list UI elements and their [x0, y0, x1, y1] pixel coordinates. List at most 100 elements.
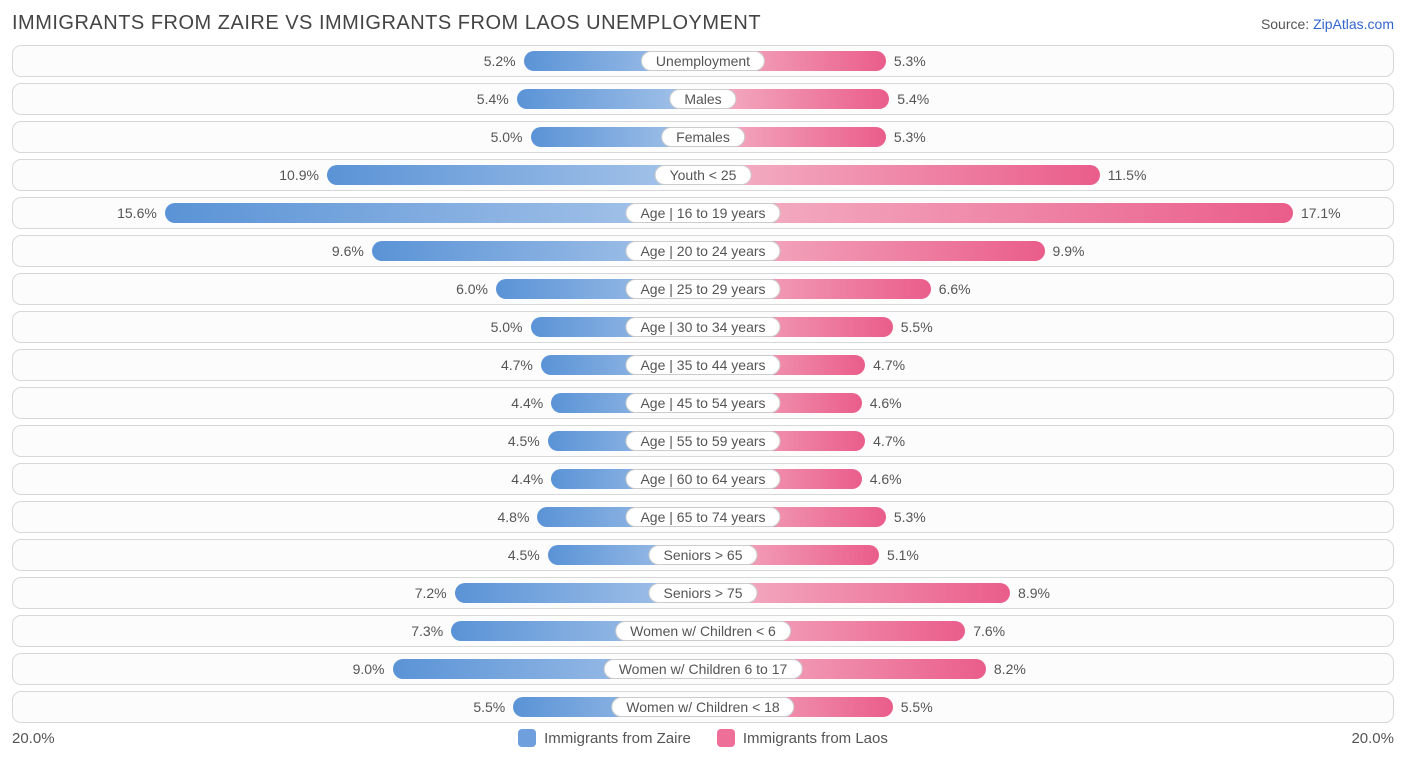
- right-half: 7.6%: [703, 616, 1393, 646]
- right-value: 5.4%: [889, 91, 937, 107]
- right-half: 5.3%: [703, 122, 1393, 152]
- left-bar: [165, 203, 703, 223]
- category-label: Males: [669, 89, 736, 109]
- right-half: 4.6%: [703, 464, 1393, 494]
- chart-title: IMMIGRANTS FROM ZAIRE VS IMMIGRANTS FROM…: [12, 12, 761, 35]
- right-value: 17.1%: [1293, 205, 1349, 221]
- chart-row: 5.0% 5.5% Age | 30 to 34 years: [12, 311, 1394, 343]
- right-half: 8.9%: [703, 578, 1393, 608]
- left-value: 5.2%: [476, 53, 524, 69]
- left-value: 10.9%: [271, 167, 327, 183]
- right-value: 9.9%: [1045, 243, 1093, 259]
- right-half: 5.3%: [703, 502, 1393, 532]
- category-label: Age | 30 to 34 years: [625, 317, 780, 337]
- right-half: 5.3%: [703, 46, 1393, 76]
- left-half: 10.9%: [13, 160, 703, 190]
- right-value: 8.9%: [1010, 585, 1058, 601]
- category-label: Youth < 25: [655, 165, 752, 185]
- left-half: 4.5%: [13, 426, 703, 456]
- source-link[interactable]: ZipAtlas.com: [1313, 16, 1394, 32]
- right-half: 5.5%: [703, 312, 1393, 342]
- legend-swatch-left: [518, 729, 536, 747]
- right-half: 9.9%: [703, 236, 1393, 266]
- right-value: 5.3%: [886, 53, 934, 69]
- right-value: 5.5%: [893, 319, 941, 335]
- left-value: 5.5%: [465, 699, 513, 715]
- right-half: 11.5%: [703, 160, 1393, 190]
- legend: Immigrants from Zaire Immigrants from La…: [518, 729, 888, 747]
- chart-row: 5.5% 5.5% Women w/ Children < 18: [12, 691, 1394, 723]
- chart-row: 4.4%4.6%Age | 45 to 54 years: [12, 387, 1394, 419]
- chart-row: 4.8%5.3%Age | 65 to 74 years: [12, 501, 1394, 533]
- left-half: 7.2%: [13, 578, 703, 608]
- left-bar: [327, 165, 703, 185]
- chart-row: 5.4% 5.4% Males: [12, 83, 1394, 115]
- left-value: 7.2%: [407, 585, 455, 601]
- left-value: 9.0%: [345, 661, 393, 677]
- category-label: Seniors > 75: [649, 583, 758, 603]
- chart-row: 4.5% 5.1% Seniors > 65: [12, 539, 1394, 571]
- category-label: Unemployment: [641, 51, 765, 71]
- left-half: 4.4%: [13, 464, 703, 494]
- right-value: 4.6%: [862, 471, 910, 487]
- category-label: Age | 16 to 19 years: [625, 203, 780, 223]
- category-label: Age | 20 to 24 years: [625, 241, 780, 261]
- source-prefix: Source:: [1261, 16, 1313, 32]
- left-half: 4.5%: [13, 540, 703, 570]
- left-value: 4.7%: [493, 357, 541, 373]
- chart-row: 15.6%17.1%Age | 16 to 19 years: [12, 197, 1394, 229]
- category-label: Age | 45 to 54 years: [625, 393, 780, 413]
- chart-row: 7.3% 7.6% Women w/ Children < 6: [12, 615, 1394, 647]
- left-half: 6.0%: [13, 274, 703, 304]
- chart-row: 5.2% 5.3% Unemployment: [12, 45, 1394, 77]
- legend-swatch-right: [717, 729, 735, 747]
- legend-label-right: Immigrants from Laos: [743, 730, 888, 747]
- left-value: 6.0%: [448, 281, 496, 297]
- left-value: 4.5%: [500, 547, 548, 563]
- right-half: 17.1%: [703, 198, 1393, 228]
- right-half: 4.6%: [703, 388, 1393, 418]
- source-attribution: Source: ZipAtlas.com: [1261, 16, 1394, 32]
- chart-row: 7.2% 8.9% Seniors > 75: [12, 577, 1394, 609]
- right-value: 4.7%: [865, 433, 913, 449]
- right-value: 6.6%: [931, 281, 979, 297]
- category-label: Women w/ Children < 18: [611, 697, 794, 717]
- left-half: 4.7%: [13, 350, 703, 380]
- left-value: 5.0%: [483, 319, 531, 335]
- right-half: 8.2%: [703, 654, 1393, 684]
- left-half: 5.0%: [13, 122, 703, 152]
- left-half: 5.2%: [13, 46, 703, 76]
- left-half: 7.3%: [13, 616, 703, 646]
- legend-item-left: Immigrants from Zaire: [518, 729, 691, 747]
- category-label: Seniors > 65: [649, 545, 758, 565]
- right-half: 5.4%: [703, 84, 1393, 114]
- axis-max-left: 20.0%: [12, 730, 55, 747]
- right-half: 4.7%: [703, 426, 1393, 456]
- chart-row: 9.6% 9.9% Age | 20 to 24 years: [12, 235, 1394, 267]
- right-bar: [703, 165, 1100, 185]
- right-value: 4.6%: [862, 395, 910, 411]
- left-half: 4.8%: [13, 502, 703, 532]
- right-value: 7.6%: [965, 623, 1013, 639]
- legend-label-left: Immigrants from Zaire: [544, 730, 691, 747]
- chart-row: 4.7%4.7%Age | 35 to 44 years: [12, 349, 1394, 381]
- chart-row: 6.0% 6.6% Age | 25 to 29 years: [12, 273, 1394, 305]
- right-value: 5.5%: [893, 699, 941, 715]
- legend-item-right: Immigrants from Laos: [717, 729, 888, 747]
- left-half: 9.6%: [13, 236, 703, 266]
- right-half: 5.5%: [703, 692, 1393, 722]
- left-value: 5.4%: [469, 91, 517, 107]
- category-label: Women w/ Children < 6: [615, 621, 791, 641]
- category-label: Females: [661, 127, 745, 147]
- left-value: 4.5%: [500, 433, 548, 449]
- left-half: 5.0%: [13, 312, 703, 342]
- right-value: 5.3%: [886, 509, 934, 525]
- right-value: 5.3%: [886, 129, 934, 145]
- category-label: Age | 25 to 29 years: [625, 279, 780, 299]
- right-value: 5.1%: [879, 547, 927, 563]
- right-half: 5.1%: [703, 540, 1393, 570]
- chart-row: 9.0%8.2%Women w/ Children 6 to 17: [12, 653, 1394, 685]
- left-value: 7.3%: [403, 623, 451, 639]
- category-label: Age | 60 to 64 years: [625, 469, 780, 489]
- right-value: 4.7%: [865, 357, 913, 373]
